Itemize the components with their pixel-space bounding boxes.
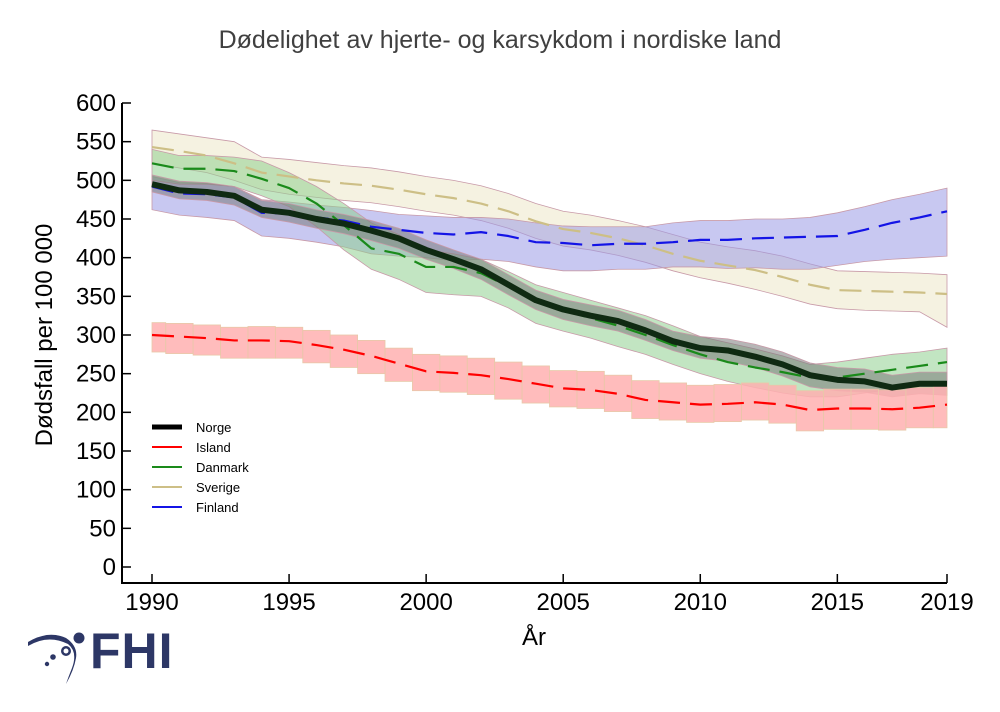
y-tick-label: 200 (76, 399, 116, 426)
band-segment-island (220, 326, 249, 359)
x-tick-label: 2000 (399, 589, 452, 616)
x-tick-label: 2010 (674, 589, 727, 616)
y-tick-label: 600 (76, 90, 116, 117)
x-tick-label: 2019 (920, 589, 973, 616)
fhi-logo: FHI (26, 623, 176, 688)
band-segment-island (932, 384, 948, 429)
line-norge (151, 181, 947, 391)
y-tick-label: 350 (76, 283, 116, 310)
line-island (151, 333, 948, 412)
legend-label-norge: Norge (196, 420, 231, 435)
axes (121, 103, 947, 584)
confidence-bands (151, 129, 948, 432)
x-tick-label: 2015 (811, 589, 864, 616)
y-tick-label: 100 (76, 477, 116, 504)
legend-label-finland: Finland (196, 500, 239, 515)
band-segment-island (384, 347, 413, 382)
y-tick-label: 450 (76, 206, 116, 233)
band-segment-island (151, 322, 167, 353)
legend-label-sverige: Sverige (196, 480, 240, 495)
y-tick-label: 300 (76, 322, 116, 349)
band-segment-island (439, 355, 468, 393)
y-tick-label: 250 (76, 361, 116, 388)
band-segment-island (165, 322, 194, 354)
fhi-logo-icon (28, 632, 85, 684)
band-segment-island (466, 357, 496, 395)
y-tick-label: 0 (103, 554, 116, 581)
x-tick-label: 1995 (262, 589, 315, 616)
y-tick-label: 150 (76, 438, 116, 465)
y-tick-label: 500 (76, 167, 116, 194)
x-ticks: 1990 1995 2000 2005 2010 2015 2019 (125, 574, 974, 616)
y-tick-label: 400 (76, 245, 116, 272)
logo-text: FHI (90, 623, 174, 679)
y-tick-label: 550 (76, 129, 116, 156)
x-tick-label: 2005 (537, 589, 590, 616)
series-lines (151, 145, 948, 412)
x-tick-label: 1990 (125, 589, 178, 616)
band-segment-island (247, 326, 276, 359)
y-axis-title: Dødsfall per 100 000 (31, 224, 58, 447)
chart-title: Dødelighet av hjerte- og karsykdom i nor… (218, 26, 782, 54)
y-tick-label: 50 (89, 515, 116, 542)
legend: Norge Island Danmark Sverige Finland (152, 420, 249, 515)
line-sverige (151, 145, 948, 296)
band-segment-island (192, 324, 221, 356)
legend-label-island: Island (196, 440, 231, 455)
legend-label-danmark: Danmark (196, 460, 249, 475)
x-axis-title: År (522, 623, 546, 651)
band-segment-island (795, 390, 825, 432)
band-segment-island (357, 340, 386, 375)
y-ticks: 0 50 100 150 200 250 300 350 400 450 500 550 600 (76, 90, 131, 581)
band-segment-island (412, 353, 441, 392)
